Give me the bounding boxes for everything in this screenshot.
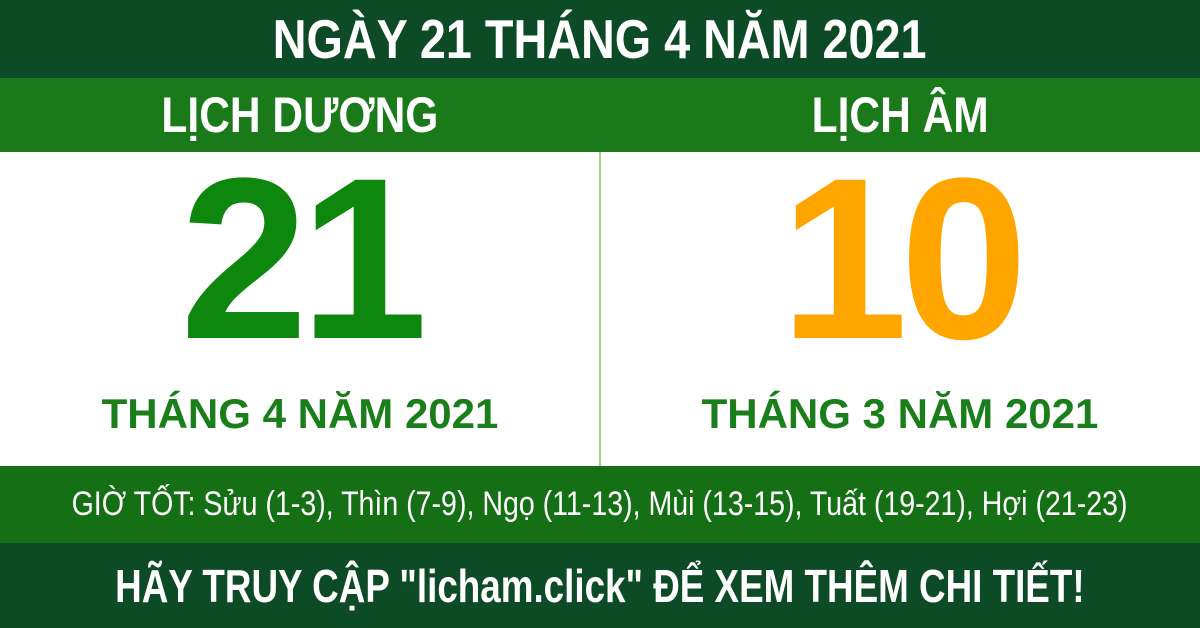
date-title-bar: NGÀY 21 THÁNG 4 NĂM 2021 bbox=[0, 0, 1200, 78]
solar-month-year-label: THÁNG 4 NĂM 2021 bbox=[101, 390, 499, 437]
lunar-calendar-header-label: LỊCH ÂM bbox=[811, 87, 989, 143]
lunar-calendar-header: LỊCH ÂM bbox=[600, 78, 1200, 152]
lunar-day-number: 10 bbox=[780, 130, 1028, 387]
lunar-month-year-label: THÁNG 3 NĂM 2021 bbox=[701, 390, 1099, 437]
lunar-panel: 10 THÁNG 3 NĂM 2021 bbox=[600, 144, 1200, 466]
good-hours-text: GIỜ TỐT: Sửu (1-3), Thìn (7-9), Ngọ (11-… bbox=[72, 485, 1128, 523]
solar-panel: 21 THÁNG 4 NĂM 2021 bbox=[0, 144, 600, 466]
solar-day-number: 21 bbox=[180, 130, 428, 387]
date-title: NGÀY 21 THÁNG 4 NĂM 2021 bbox=[273, 8, 927, 70]
solar-calendar-header: LỊCH DƯƠNG bbox=[0, 78, 600, 152]
solar-calendar-header-label: LỊCH DƯƠNG bbox=[161, 87, 439, 143]
good-hours-bar: GIỜ TỐT: Sửu (1-3), Thìn (7-9), Ngọ (11-… bbox=[0, 466, 1200, 543]
calendar-panels: 21 THÁNG 4 NĂM 2021 10 THÁNG 3 NĂM 2021 bbox=[0, 144, 1200, 466]
footer-bar: HÃY TRUY CẬP "licham.click" ĐỂ XEM THÊM … bbox=[0, 543, 1200, 628]
panel-divider bbox=[599, 152, 601, 466]
footer-call-to-action-text: HÃY TRUY CẬP "licham.click" ĐỂ XEM THÊM … bbox=[115, 559, 1085, 612]
calendar-header-row: LỊCH DƯƠNG LỊCH ÂM bbox=[0, 78, 1200, 152]
